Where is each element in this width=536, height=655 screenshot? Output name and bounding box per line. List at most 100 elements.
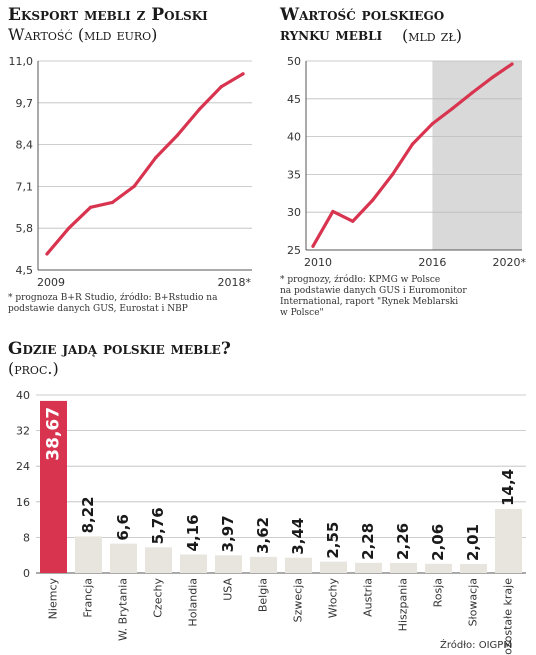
bar-value-label: 3,62 <box>254 517 272 554</box>
data-point <box>176 133 180 137</box>
bar <box>145 547 172 573</box>
category-label: USA <box>222 578 235 601</box>
data-point <box>510 62 514 66</box>
bar-value-label: 6,6 <box>114 514 132 541</box>
bar-value-label: 2,28 <box>359 523 377 560</box>
bar-value-label: 3,44 <box>289 518 307 555</box>
y-tick-label: 11,0 <box>9 55 34 68</box>
bar-value-label: 8,22 <box>79 496 97 533</box>
bar-value-label: 2,06 <box>429 524 447 561</box>
data-point <box>470 91 474 95</box>
bar <box>110 543 137 573</box>
y-tick-label: 0 <box>23 567 30 580</box>
export-chart-subtitle: Wartość (mld euro) <box>8 25 158 44</box>
bar <box>285 557 312 573</box>
category-label: Francja <box>82 578 95 618</box>
data-point <box>110 200 114 205</box>
data-point <box>241 72 245 76</box>
export-line-chart: 4,5 5,8 7,1 8,4 9,7 11,0 2009 2018* <box>9 55 252 289</box>
market-chart-title-line2: rynku mebli <box>280 25 383 45</box>
data-point <box>311 244 315 248</box>
bar-value-label: 5,76 <box>149 507 167 544</box>
y-tick-label: 40 <box>287 131 301 144</box>
data-point <box>88 205 93 209</box>
y-tick-label: 30 <box>287 206 301 219</box>
category-label: W. Brytania <box>117 578 130 641</box>
data-point <box>371 198 375 202</box>
market-chart-note-line1: * prognozy, źródło: KPMG w Polsce <box>280 275 441 285</box>
data-point <box>490 76 494 80</box>
x-tick-label: 2009 <box>37 276 65 289</box>
data-point <box>154 155 158 160</box>
market-chart-note-line3: International, raport "Rynek Meblarski <box>280 297 459 307</box>
y-tick-label: 32 <box>16 425 30 438</box>
bar <box>460 564 487 573</box>
data-point <box>351 219 355 223</box>
y-tick-label: 8 <box>23 531 30 544</box>
y-tick-label: 7,1 <box>16 180 34 193</box>
bar-value-label: 14,4 <box>499 469 517 506</box>
export-chart-title: Eksport mebli z Polski <box>8 5 208 25</box>
category-label: Czechy <box>152 578 165 618</box>
data-point <box>430 122 434 126</box>
market-chart-note-line2: na podstawie danych GUS i Euromonitor <box>280 286 467 296</box>
category-label: Hiszpania <box>397 578 410 631</box>
market-chart-note-line4: w Polsce" <box>280 308 324 318</box>
bar-value-label: 2,26 <box>394 523 412 560</box>
x-tick-label: 2010 <box>304 256 332 269</box>
bar <box>180 554 207 573</box>
category-label: Rosja <box>432 578 445 607</box>
category-label: pozostałe kraje <box>502 578 515 655</box>
y-tick-label: 24 <box>16 460 30 473</box>
y-tick-label: 8,4 <box>16 139 34 152</box>
x-tick-label: 2020* <box>493 256 527 269</box>
export-chart-note: * prognoza B+R Studio, źródło: B+Rstudio… <box>8 293 218 314</box>
bar <box>355 562 382 573</box>
bar-value-label: 2,55 <box>324 522 342 559</box>
data-point <box>450 107 454 111</box>
bar <box>320 561 347 573</box>
y-tick-label: 5,8 <box>16 222 34 235</box>
category-label: Niemcy <box>47 578 60 620</box>
destinations-chart-source: Źródło: OIGPM <box>440 640 512 651</box>
y-tick-label: 4,5 <box>16 264 34 277</box>
data-point <box>331 209 335 214</box>
category-label: Słowacja <box>467 578 480 626</box>
y-tick-label: 40 <box>16 389 30 402</box>
bar <box>495 508 522 573</box>
y-tick-label: 35 <box>287 168 301 181</box>
bar <box>250 556 277 573</box>
destinations-bar-chart: 0 8 16 24 32 40 38,67 Niemcy 8,22 Francja 6,6 W. Br… <box>16 389 526 655</box>
market-chart-subtitle: (mld zł) <box>402 26 462 45</box>
destinations-chart-subtitle: (proc.) <box>8 359 59 378</box>
bar <box>215 555 242 573</box>
category-label: Austria <box>362 578 375 617</box>
bar <box>75 536 102 573</box>
bar <box>40 400 67 573</box>
forecast-shading <box>432 61 522 250</box>
data-point <box>391 172 395 176</box>
bar <box>425 563 452 573</box>
data-point <box>132 184 136 188</box>
category-label: Belgia <box>257 578 270 612</box>
destinations-chart-title: Gdzie jadą polskie meble? <box>8 339 231 359</box>
data-point <box>219 85 223 89</box>
bar-value-label: 4,16 <box>184 514 202 551</box>
data-point <box>410 142 415 146</box>
bar <box>390 562 417 573</box>
bar-value-label: 2,01 <box>464 524 482 561</box>
x-tick-label: 2016 <box>418 256 446 269</box>
bar-value-label: 38,67 <box>44 407 64 461</box>
data-point <box>45 252 49 256</box>
data-point <box>67 226 71 230</box>
market-line-chart: 25 30 35 40 45 50 2010 2016 2020* <box>287 55 527 269</box>
y-tick-label: 50 <box>287 55 301 68</box>
data-point <box>197 107 202 111</box>
bar-value-label: 3,97 <box>219 515 237 552</box>
x-tick-label: 2018* <box>218 276 252 289</box>
series-line-export <box>45 72 245 256</box>
y-tick-label: 9,7 <box>16 97 34 110</box>
y-tick-label: 25 <box>287 244 301 257</box>
category-label: Szwecja <box>292 578 305 622</box>
market-chart-title-line1: Wartość polskiego <box>280 5 445 25</box>
